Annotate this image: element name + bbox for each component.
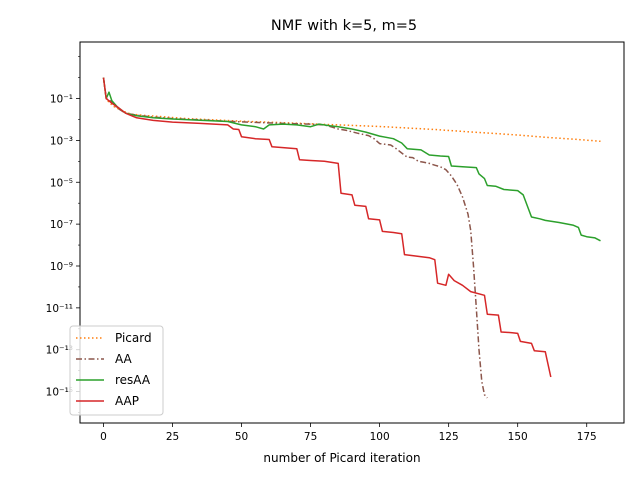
x-axis: 0 25 50 75 100 125 150 175 bbox=[100, 423, 597, 443]
legend-label-aa: AA bbox=[115, 352, 133, 366]
x-tick-label: 75 bbox=[304, 431, 317, 443]
x-tick-label: 50 bbox=[235, 431, 248, 443]
y-axis: 10⁻¹⁵ 10⁻¹³ 10⁻¹¹ 10⁻⁹ 10⁻⁷ 10⁻⁵ 10⁻³ 10⁻¹ bbox=[46, 56, 80, 413]
legend: Picard AA resAA AAP bbox=[69, 325, 164, 416]
series-layer bbox=[102, 77, 601, 399]
y-tick-label: 10⁻¹¹ bbox=[46, 303, 73, 315]
y-tick-label: 10⁻⁵ bbox=[50, 177, 73, 189]
y-tick-label: 10⁻¹ bbox=[50, 94, 73, 106]
x-axis-label: number of Picard iteration bbox=[263, 451, 420, 465]
x-tick-label: 25 bbox=[166, 431, 179, 443]
x-tick-label: 100 bbox=[370, 431, 390, 443]
y-tick-label: 10⁻⁹ bbox=[50, 261, 73, 273]
y-tick-label: 10⁻¹⁵ bbox=[46, 387, 73, 399]
y-tick-label: 10⁻³ bbox=[50, 135, 73, 147]
legend-label-aap: AAP bbox=[115, 394, 139, 408]
x-tick-label: 175 bbox=[577, 431, 597, 443]
chart-title: NMF with k=5, m=5 bbox=[271, 18, 417, 34]
series-line-picard bbox=[102, 77, 601, 143]
y-tick-label: 10⁻⁷ bbox=[50, 219, 73, 231]
legend-label-picard: Picard bbox=[115, 331, 152, 345]
series-line-aa bbox=[102, 77, 488, 399]
legend-label-resaa: resAA bbox=[115, 373, 151, 387]
series-line-resaa bbox=[102, 77, 601, 242]
legend-box bbox=[69, 325, 164, 416]
y-tick-label: 10⁻¹³ bbox=[46, 345, 73, 357]
series-line-aap bbox=[102, 77, 552, 378]
x-tick-label: 150 bbox=[508, 431, 528, 443]
x-tick-label: 0 bbox=[100, 431, 107, 443]
x-tick-label: 125 bbox=[439, 431, 459, 443]
axes-frame bbox=[79, 41, 625, 424]
